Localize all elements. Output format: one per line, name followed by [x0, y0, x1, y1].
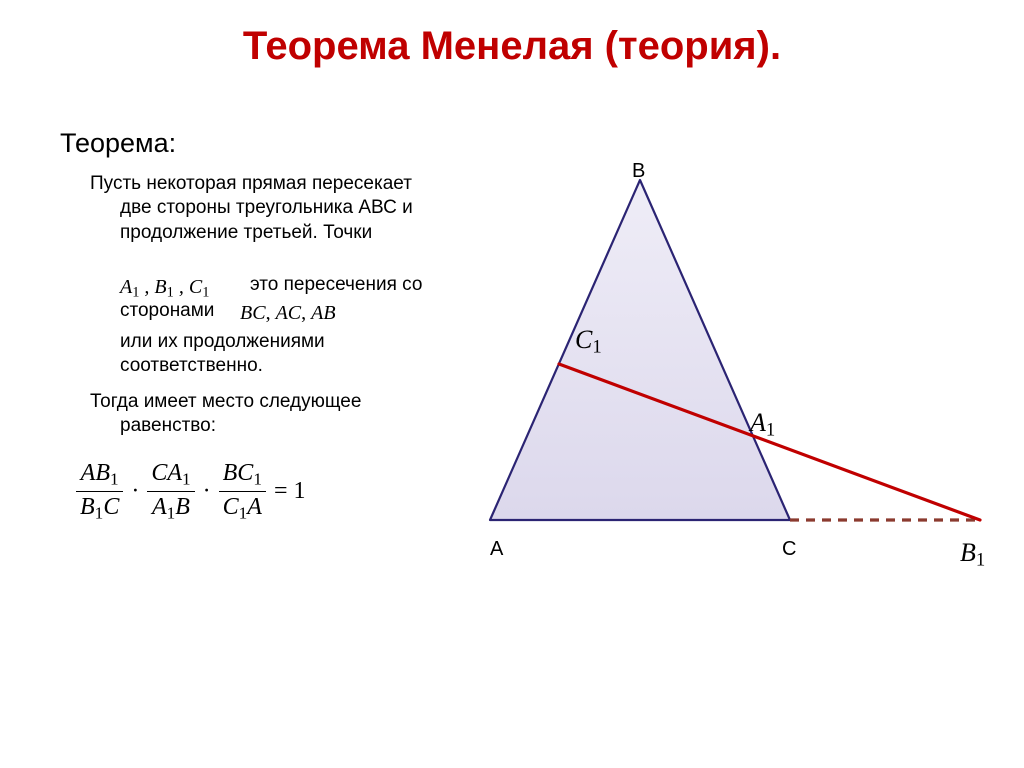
p1-l2: две стороны треугольника АВС и [120, 196, 450, 220]
p3-l1: или их продолжениями [120, 330, 325, 354]
point-label: C1 [575, 325, 602, 359]
vertex-label: C [782, 538, 796, 561]
p2-l2: сторонами [120, 300, 214, 322]
points-a1-b1-c1: A1 , B1 , C1 [120, 276, 209, 302]
slide-title: Теорема Менелая (теория). [0, 24, 1024, 69]
vertex-label: B [632, 160, 645, 183]
p4-l1: Тогда имеет место следующее [90, 391, 361, 412]
p4-l2: равенство: [120, 414, 361, 438]
theorem-heading: Теорема: [60, 128, 176, 159]
p1-l3: продолжение третьей. Точки [120, 221, 450, 245]
p1-l1: Пусть некоторая прямая пересекает [90, 173, 412, 194]
p3-l2: соответственно. [120, 354, 325, 378]
diagram-svg [420, 160, 1010, 560]
paragraph-1: Пусть некоторая прямая пересекает две ст… [90, 172, 450, 245]
menelaus-formula: AB1B1C·CA1A1B·BC1C1A= 1 [74, 460, 306, 524]
paragraph-3: или их продолжениями соответственно. [90, 330, 325, 379]
triangle-diagram: ABCC1A1B1 [420, 160, 1010, 560]
paragraph-4: Тогда имеет место следующее равенство: [90, 390, 361, 439]
sides-bc-ac-ab: BC, AC, AB [240, 302, 336, 325]
point-label: B1 [960, 538, 985, 572]
p2-l1: это пересечения со [250, 274, 422, 296]
vertex-label: A [490, 538, 503, 561]
point-label: A1 [750, 408, 775, 442]
